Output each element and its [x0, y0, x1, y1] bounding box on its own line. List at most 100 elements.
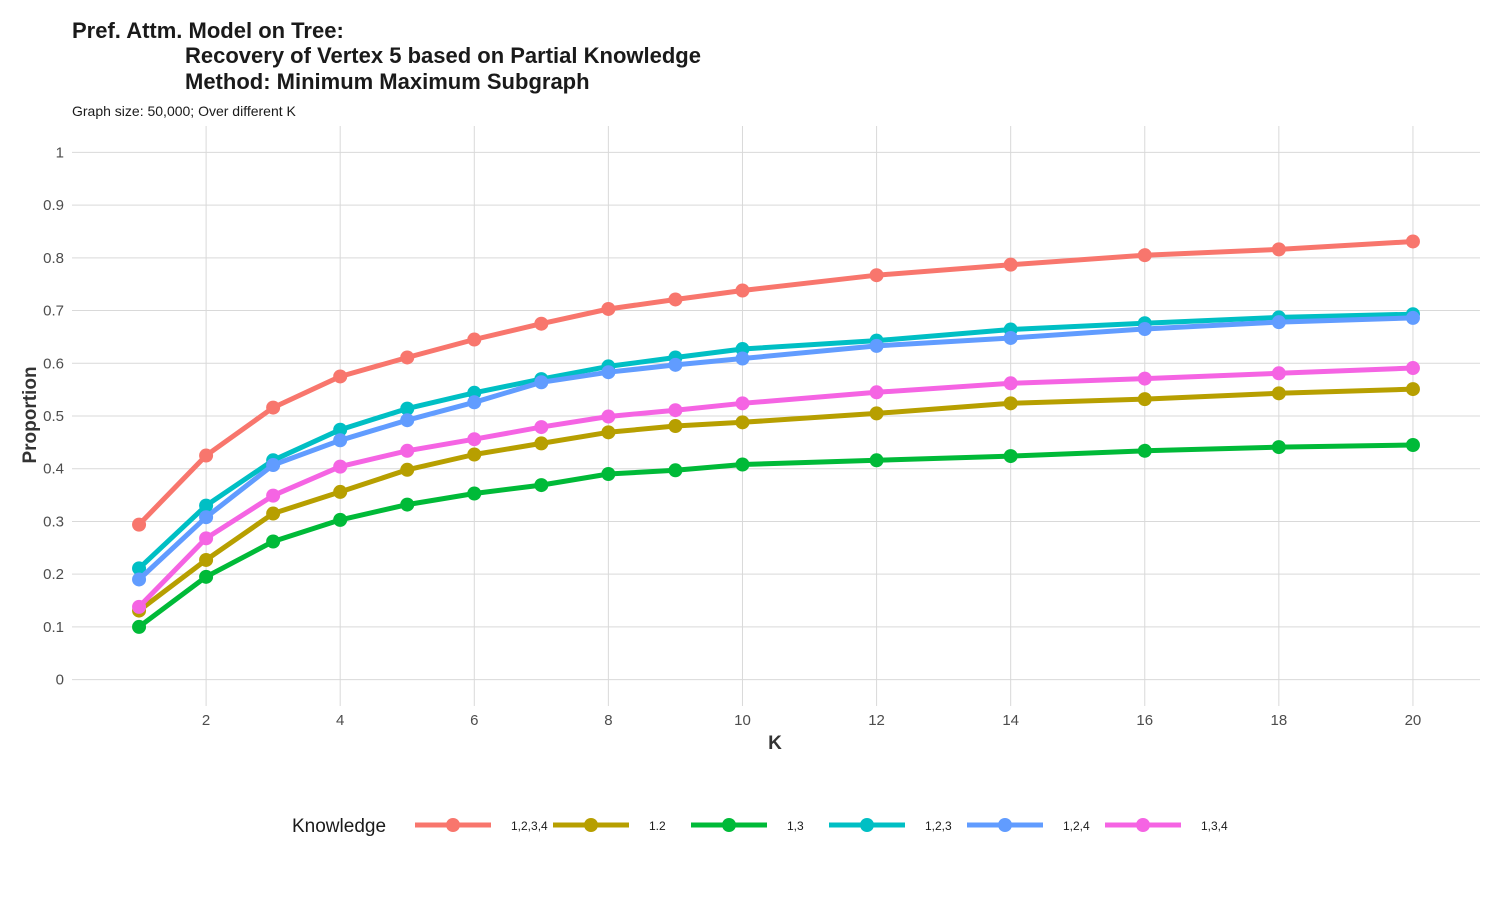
- title-line-1: Pref. Attm. Model on Tree:: [72, 18, 344, 43]
- x-tick-label: 4: [336, 712, 344, 729]
- legend-label: 1.2: [649, 819, 666, 833]
- data-point: [132, 572, 147, 587]
- data-point: [333, 484, 348, 499]
- data-point: [1405, 234, 1420, 249]
- data-point: [735, 283, 750, 298]
- data-point: [400, 497, 415, 512]
- data-point: [1003, 330, 1018, 345]
- x-tick-label: 2: [202, 712, 210, 729]
- data-point: [1137, 443, 1152, 458]
- data-point: [1137, 322, 1152, 336]
- data-point: [534, 420, 549, 435]
- legend-title: Knowledge: [292, 816, 386, 837]
- legend-item: 1,3: [691, 818, 804, 833]
- data-point: [869, 406, 884, 421]
- data-point: [668, 357, 683, 372]
- data-point: [199, 498, 214, 513]
- chart-title: Pref. Attm. Model on Tree: Recovery of V…: [72, 18, 701, 94]
- data-point: [467, 486, 482, 501]
- data-point: [266, 400, 281, 415]
- data-point: [869, 338, 884, 353]
- data-point: [1271, 366, 1286, 381]
- legend-item: 1.2: [553, 818, 666, 833]
- y-tick-label: 0.4: [43, 461, 64, 478]
- data-point: [668, 292, 683, 307]
- legend-label: 1,3,4: [1201, 819, 1228, 833]
- y-axis-ticks: 0 0.1 0.2 0.3 0.4 0.5 0.6 0.7 0.8 0.9 1: [43, 144, 64, 688]
- data-point: [199, 510, 214, 525]
- title-line-2: Recovery of Vertex 5 based on Partial Kn…: [185, 43, 701, 68]
- series-line: [136, 386, 1416, 614]
- data-point: [534, 316, 549, 331]
- data-point: [467, 332, 482, 347]
- series: [132, 234, 1420, 634]
- data-point: [601, 467, 616, 481]
- data-point: [735, 396, 750, 411]
- x-tick-label: 16: [1136, 712, 1153, 729]
- y-tick-label: 0.7: [43, 303, 64, 320]
- data-point: [1003, 376, 1018, 391]
- chart-subtitle: Graph size: 50,000; Over different K: [72, 103, 297, 119]
- data-point: [1405, 438, 1420, 452]
- data-point: [668, 463, 683, 478]
- data-point: [266, 534, 281, 549]
- data-point: [869, 453, 884, 468]
- data-point: [333, 512, 348, 527]
- y-tick-label: 0: [56, 672, 64, 689]
- data-point: [266, 488, 281, 503]
- data-point: [132, 517, 147, 532]
- data-point: [266, 458, 281, 473]
- legend-item: 1,3,4: [1105, 818, 1228, 833]
- series-line: [136, 239, 1416, 528]
- data-point: [467, 432, 482, 447]
- data-point: [735, 415, 750, 430]
- y-tick-label: 0.5: [43, 408, 64, 425]
- data-point: [400, 401, 415, 416]
- data-point: [199, 569, 214, 584]
- data-point: [132, 619, 147, 634]
- data-point: [668, 419, 683, 434]
- data-point: [668, 403, 683, 418]
- title-line-3: Method: Minimum Maximum Subgraph: [185, 69, 590, 94]
- y-tick-label: 0.8: [43, 250, 64, 267]
- data-point: [534, 375, 549, 390]
- series-4: [132, 307, 1420, 576]
- x-axis-ticks: 2 4 6 8 10 12 14 16 18 20: [202, 712, 1421, 729]
- data-point: [1271, 242, 1286, 257]
- data-point: [1405, 310, 1420, 325]
- y-tick-label: 0.6: [43, 355, 64, 372]
- x-tick-label: 20: [1405, 712, 1422, 729]
- data-point: [199, 448, 214, 463]
- legend: Knowledge 1,2,3,4 1.2 1,3 1,2,3 1,2,4 1,3,4: [292, 816, 1228, 837]
- data-point: [132, 599, 147, 614]
- data-point: [1271, 386, 1286, 401]
- legend-label: 1,2,3,4: [511, 819, 548, 833]
- legend-label: 1,2,3: [925, 819, 952, 833]
- legend-item: 1,2,3: [829, 818, 952, 833]
- legend-key-point: [1136, 818, 1150, 832]
- data-point: [199, 552, 214, 567]
- series-2: [132, 382, 1420, 618]
- data-point: [333, 422, 348, 437]
- series-1: [132, 234, 1420, 532]
- y-tick-label: 1: [56, 144, 64, 161]
- data-point: [601, 301, 616, 316]
- data-point: [1405, 382, 1420, 397]
- data-point: [1003, 449, 1018, 464]
- y-tick-label: 0.1: [43, 619, 64, 636]
- data-point: [735, 457, 750, 472]
- data-point: [467, 395, 482, 410]
- data-point: [1405, 361, 1420, 376]
- data-point: [869, 385, 884, 400]
- x-tick-label: 8: [604, 712, 612, 729]
- legend-label: 1,3: [787, 819, 804, 833]
- data-point: [333, 459, 348, 474]
- data-point: [1271, 315, 1286, 330]
- y-axis-title: Proportion: [20, 366, 41, 463]
- data-point: [132, 561, 147, 576]
- data-point: [400, 443, 415, 458]
- legend-key-point: [584, 818, 598, 832]
- x-tick-label: 12: [868, 712, 885, 729]
- legend-label: 1,2,4: [1063, 819, 1090, 833]
